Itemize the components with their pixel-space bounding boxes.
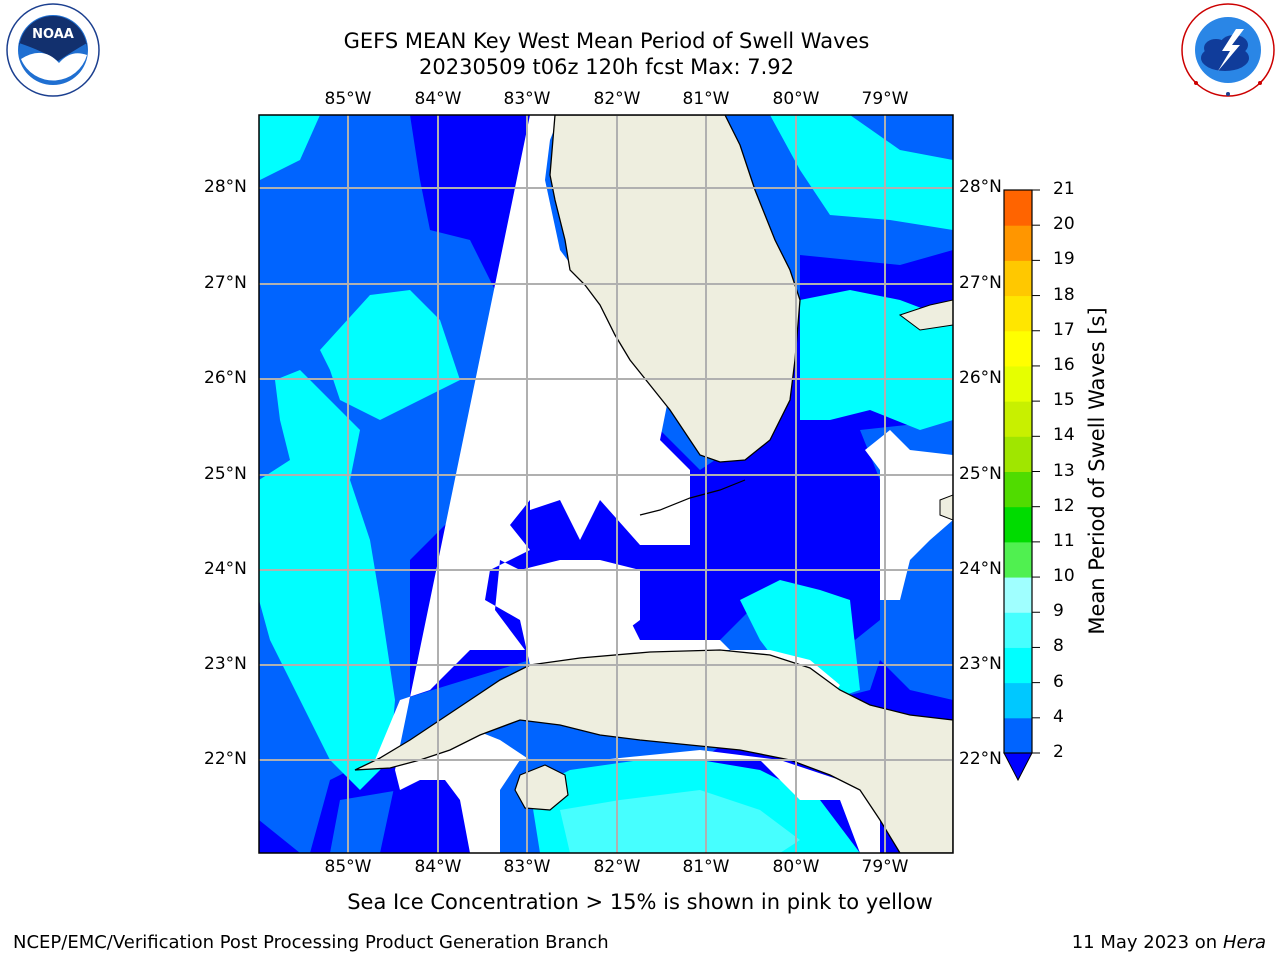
colorbar-tick-label: 10 [1053, 566, 1075, 587]
colorbar-segment [1004, 365, 1032, 402]
lat-label-right: 28°N [959, 177, 1002, 197]
colorbar-segment [1004, 506, 1032, 543]
colorbar-tick-label: 4 [1053, 706, 1064, 727]
colorbar-tick-label: 21 [1053, 179, 1075, 199]
colorbar-segment [1004, 330, 1032, 367]
map-fill [259, 115, 953, 853]
band-4-6-straits [740, 580, 860, 700]
lon-label-bottom: 80°W [772, 857, 820, 877]
colorbar-segment [1004, 190, 1032, 226]
colorbar-label: Mean Period of Swell Waves [s] [1085, 307, 1109, 635]
colorbar-tick-label: 6 [1053, 671, 1064, 692]
ice-note-text: Sea Ice Concentration > 15% is shown in … [347, 890, 933, 914]
colorbar-tick-label: 20 [1053, 214, 1075, 235]
lon-label-bottom: 81°W [682, 857, 730, 877]
grand-bahama [898, 299, 953, 331]
colorbar-segment [1004, 471, 1032, 508]
noaa-logo: NOAA [3, 3, 103, 103]
colorbar-segment [1004, 541, 1032, 578]
colorbar-tick-label: 17 [1053, 319, 1075, 340]
colorbar-tick-label: 16 [1053, 354, 1075, 375]
no-data-bahamas [865, 430, 953, 600]
colorbar-segment [1004, 647, 1032, 684]
colorbar-segment [1004, 260, 1032, 297]
colorbar-tick-label: 15 [1053, 390, 1075, 411]
lon-label-top: 79°W [861, 89, 909, 109]
colorbar-segment [1004, 612, 1032, 648]
colorbar-frame [1003, 189, 1033, 754]
colorbar-segment [1004, 717, 1032, 754]
colorbar-tick-label: 14 [1053, 425, 1075, 446]
lat-label-right: 26°N [959, 368, 1002, 388]
lon-label-bottom: 82°W [593, 857, 641, 877]
colorbar-segment [1004, 436, 1032, 472]
lat-label-left: 26°N [204, 368, 247, 388]
colorbar-under-arrow [1003, 752, 1033, 782]
map-subtitle: 20230509 t06z 120h fcst Max: 7.92 [419, 55, 794, 79]
lat-label-left: 25°N [204, 464, 247, 484]
colorbar-segment [1004, 225, 1032, 261]
band-6-8-south [560, 790, 800, 853]
colorbar-segment [1004, 577, 1032, 613]
map-frame [258, 114, 954, 854]
colorbar-tick-label: 18 [1053, 284, 1075, 305]
lon-label-top: 85°W [324, 89, 372, 109]
band-4-6-ne [770, 115, 953, 230]
footer-host: Hera [1222, 932, 1266, 953]
lon-label-top: 84°W [414, 89, 462, 109]
lon-label-bottom: 84°W [414, 857, 462, 877]
lon-label-top: 81°W [682, 89, 730, 109]
lat-label-left: 23°N [204, 654, 247, 674]
nws-logo [1178, 3, 1278, 103]
colorbar-tick-label: 2 [1053, 742, 1064, 762]
lon-label-bottom: 83°W [503, 857, 551, 877]
band-4-6-gulf [320, 290, 460, 420]
map-grid [259, 115, 953, 853]
lat-label-left: 27°N [204, 273, 247, 293]
footer-date-text: 11 May 2023 on [1071, 932, 1218, 953]
lon-label-top: 82°W [593, 89, 641, 109]
ice-note: Sea Ice Concentration > 15% is shown in … [0, 890, 1280, 914]
colorbar-segment [1004, 682, 1032, 719]
lat-label-right: 23°N [959, 654, 1002, 674]
lon-label-top: 83°W [503, 89, 551, 109]
svg-text:NOAA: NOAA [32, 27, 74, 42]
lat-label-right: 27°N [959, 273, 1002, 293]
cuba-land [354, 649, 953, 853]
footer-branch: NCEP/EMC/Verification Post Processing Pr… [13, 932, 609, 953]
no-data [375, 115, 880, 853]
colorbar-segment [1004, 401, 1032, 437]
colorbar-tick-label: 12 [1053, 495, 1075, 516]
florida-keys [639, 479, 746, 516]
colorbar-tick-label: 19 [1053, 249, 1075, 270]
lon-label-bottom: 85°W [324, 857, 372, 877]
colorbar-tick-label: 9 [1053, 601, 1064, 622]
lon-label-top: 80°W [772, 89, 820, 109]
lon-label-bottom: 79°W [861, 857, 909, 877]
florida-land [549, 115, 801, 463]
footer-date: 11 May 2023 on Hera [1072, 932, 1266, 953]
colorbar-segment [1004, 295, 1032, 332]
lat-label-right: 24°N [959, 559, 1002, 579]
lat-label-left: 24°N [204, 559, 247, 579]
colorbar [1004, 189, 1040, 754]
map-title: GEFS MEAN Key West Mean Period of Swell … [343, 29, 870, 53]
isla-juventud [514, 764, 569, 811]
band-4-6-nw [259, 115, 320, 180]
colorbar-tick-label: 11 [1053, 530, 1075, 551]
colorbar-tick-label: 8 [1053, 636, 1064, 657]
andros [939, 494, 953, 521]
lat-label-left: 28°N [204, 177, 247, 197]
colorbar-tick-label: 13 [1053, 460, 1075, 481]
lat-label-right: 22°N [959, 749, 1002, 769]
lat-label-left: 22°N [204, 749, 247, 769]
lat-label-right: 25°N [959, 464, 1002, 484]
